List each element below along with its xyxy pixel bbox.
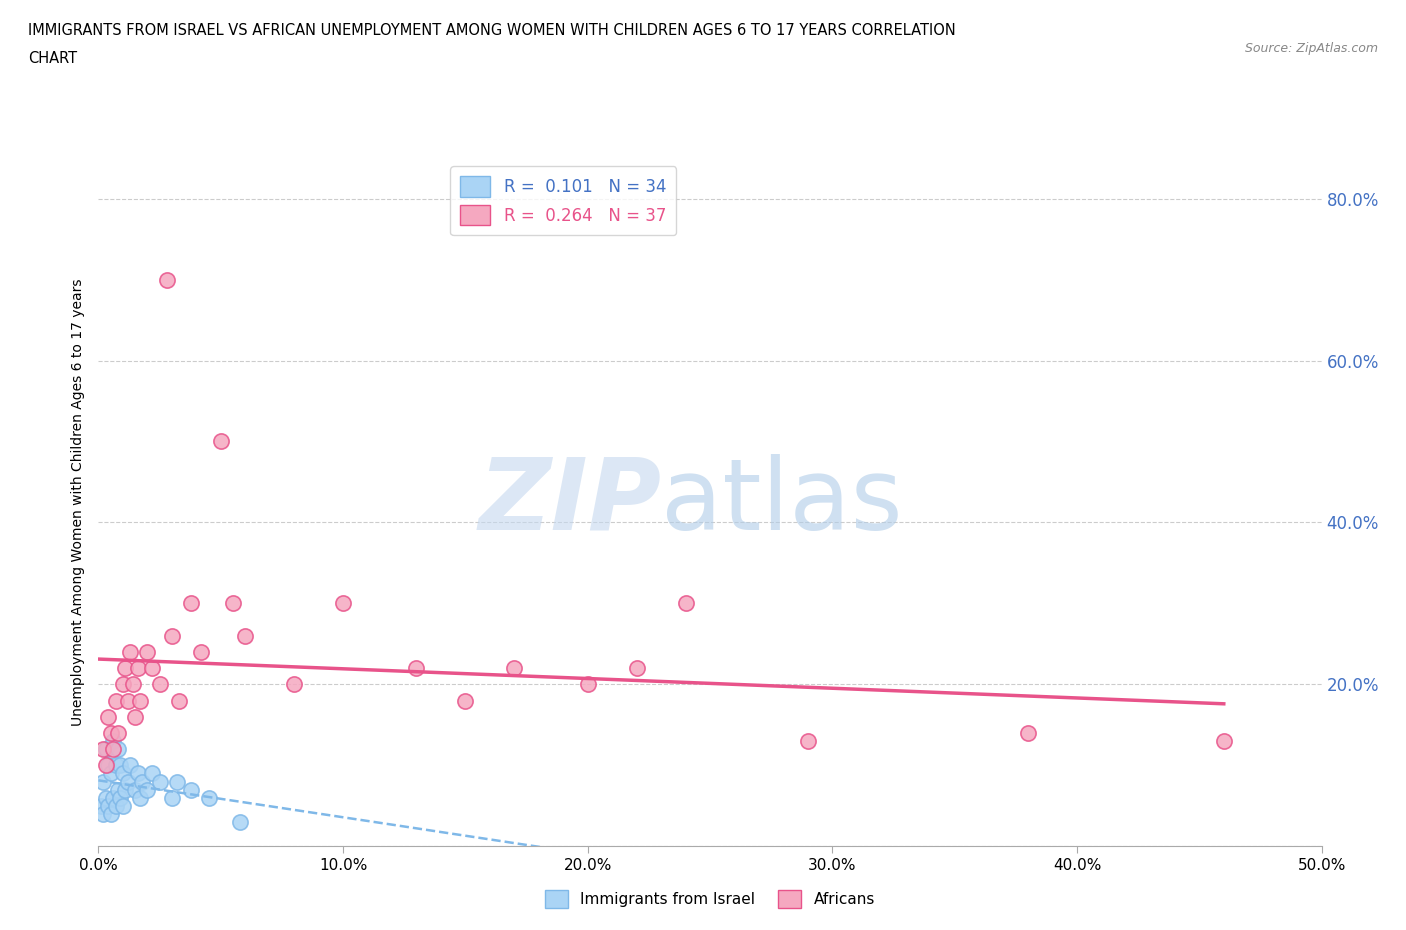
- Point: [136, 644, 159, 659]
- Point: [97, 798, 120, 813]
- Point: [136, 782, 159, 797]
- Point: [1212, 734, 1234, 749]
- Text: ZIP: ZIP: [478, 454, 661, 551]
- Text: CHART: CHART: [28, 51, 77, 66]
- Point: [94, 742, 117, 757]
- Point: [114, 782, 136, 797]
- Point: [94, 758, 117, 773]
- Point: [129, 790, 152, 805]
- Legend: Immigrants from Israel, Africans: Immigrants from Israel, Africans: [538, 884, 882, 914]
- Point: [100, 766, 122, 781]
- Point: [149, 677, 172, 692]
- Point: [180, 782, 202, 797]
- Point: [209, 434, 232, 449]
- Point: [117, 774, 139, 789]
- Point: [97, 758, 120, 773]
- Point: [110, 790, 132, 805]
- Point: [97, 710, 120, 724]
- Point: [124, 782, 146, 797]
- Point: [120, 758, 142, 773]
- Point: [129, 693, 152, 708]
- Point: [160, 629, 183, 644]
- Point: [454, 693, 477, 708]
- Point: [332, 596, 354, 611]
- Point: [111, 677, 134, 692]
- Point: [675, 596, 697, 611]
- Point: [100, 725, 122, 740]
- Point: [120, 644, 142, 659]
- Point: [405, 660, 427, 675]
- Point: [111, 766, 134, 781]
- Point: [180, 596, 202, 611]
- Text: atlas: atlas: [661, 454, 903, 551]
- Point: [91, 774, 114, 789]
- Point: [131, 774, 153, 789]
- Y-axis label: Unemployment Among Women with Children Ages 6 to 17 years: Unemployment Among Women with Children A…: [72, 278, 86, 726]
- Point: [229, 815, 252, 830]
- Point: [197, 790, 219, 805]
- Text: Source: ZipAtlas.com: Source: ZipAtlas.com: [1244, 42, 1378, 55]
- Point: [101, 790, 124, 805]
- Point: [127, 660, 149, 675]
- Point: [576, 677, 599, 692]
- Point: [124, 710, 146, 724]
- Point: [283, 677, 305, 692]
- Point: [100, 806, 122, 821]
- Point: [104, 798, 127, 813]
- Point: [104, 758, 127, 773]
- Point: [156, 272, 179, 287]
- Point: [111, 798, 134, 813]
- Point: [90, 798, 112, 813]
- Point: [101, 742, 124, 757]
- Point: [190, 644, 212, 659]
- Point: [503, 660, 526, 675]
- Point: [91, 742, 114, 757]
- Point: [94, 790, 117, 805]
- Point: [91, 806, 114, 821]
- Point: [233, 629, 256, 644]
- Point: [107, 725, 129, 740]
- Point: [1017, 725, 1039, 740]
- Point: [167, 693, 190, 708]
- Point: [114, 660, 136, 675]
- Point: [110, 758, 132, 773]
- Point: [121, 677, 143, 692]
- Point: [626, 660, 648, 675]
- Point: [160, 790, 183, 805]
- Point: [797, 734, 820, 749]
- Point: [104, 693, 127, 708]
- Point: [107, 742, 129, 757]
- Text: IMMIGRANTS FROM ISRAEL VS AFRICAN UNEMPLOYMENT AMONG WOMEN WITH CHILDREN AGES 6 : IMMIGRANTS FROM ISRAEL VS AFRICAN UNEMPL…: [28, 23, 956, 38]
- Point: [166, 774, 188, 789]
- Point: [117, 693, 139, 708]
- Point: [127, 766, 149, 781]
- Point: [149, 774, 172, 789]
- Point: [107, 782, 129, 797]
- Point: [141, 660, 163, 675]
- Point: [222, 596, 245, 611]
- Point: [141, 766, 163, 781]
- Point: [101, 734, 124, 749]
